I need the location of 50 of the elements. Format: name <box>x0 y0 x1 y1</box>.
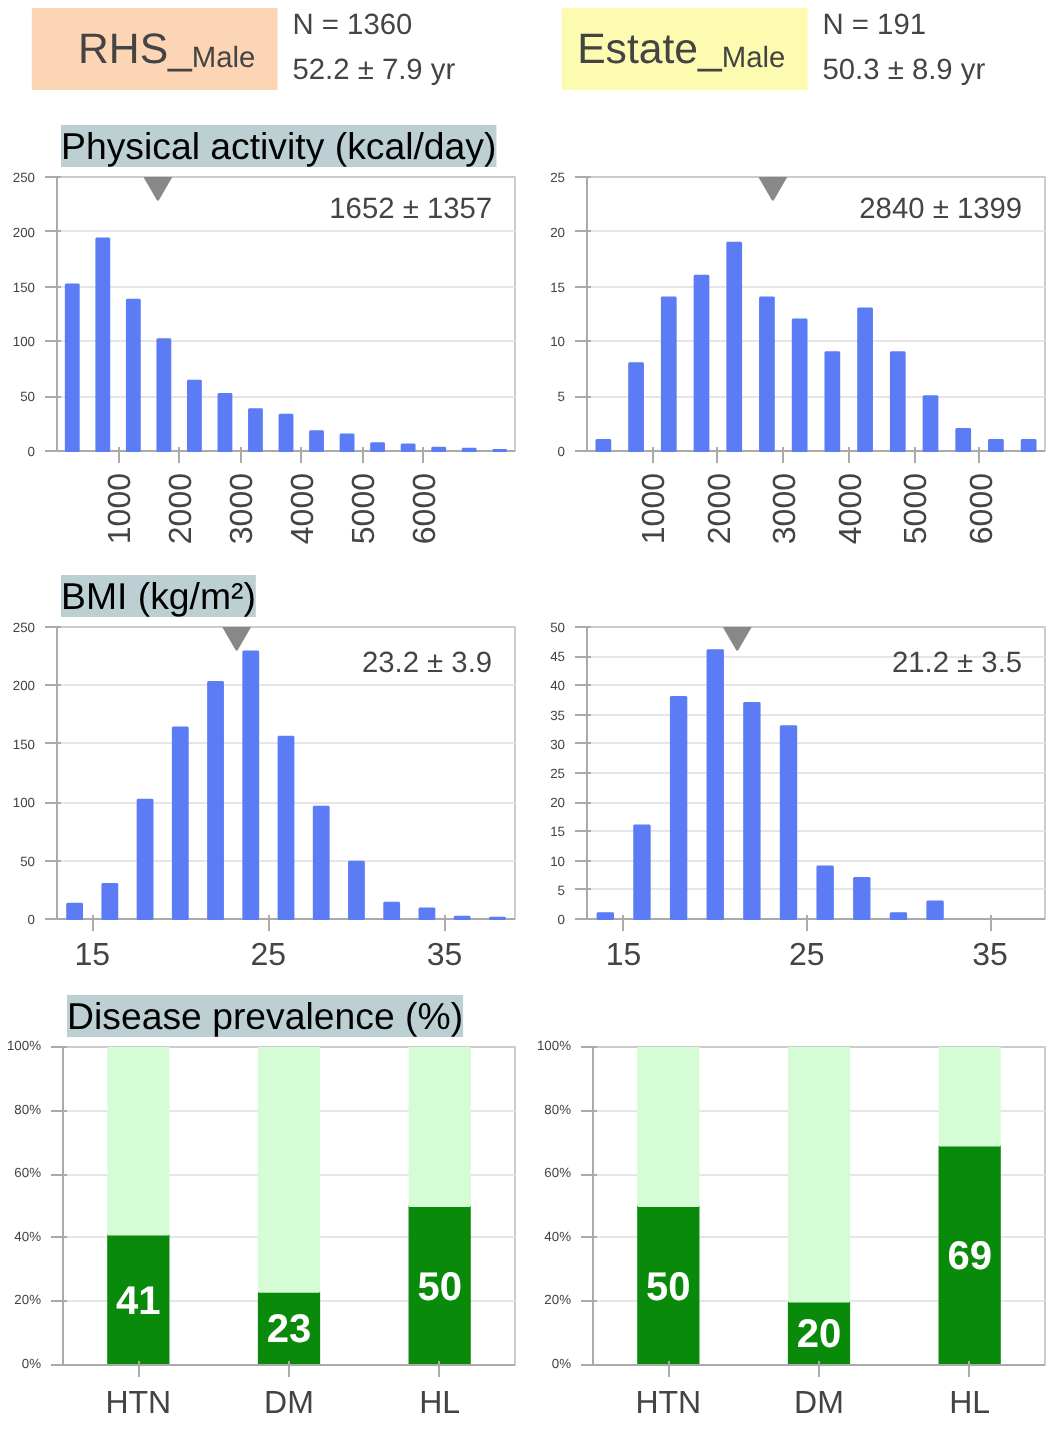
x-tick-label: 3000 <box>226 472 261 545</box>
x-tick-label: 6000 <box>965 472 1000 545</box>
bar <box>637 1205 700 1365</box>
data-label: 23 <box>266 1308 312 1353</box>
x-tick-label: HTN <box>105 1387 172 1421</box>
bar <box>637 1047 700 1207</box>
chart-title: Disease prevalence (%) <box>67 995 464 1037</box>
bar <box>938 1144 1001 1365</box>
x-tick-label: 5000 <box>900 472 935 545</box>
text: 50.3 ± 8.9 yr <box>822 55 986 87</box>
x-tick-label: 2000 <box>165 472 200 545</box>
annotation: 2840 ± 1399 <box>859 194 1023 227</box>
x-tick-label: HTN <box>635 1387 702 1421</box>
x-tick-label: 15 <box>605 939 642 973</box>
x-tick-label: DM <box>794 1387 844 1421</box>
data-label: 50 <box>646 1265 691 1310</box>
bar <box>938 1047 1001 1147</box>
chart-title: BMI (kg/m²) <box>61 575 256 617</box>
text: 52.2 ± 7.9 yr <box>292 55 456 87</box>
x-tick-label: 35 <box>972 939 1009 973</box>
x-tick-label: 2000 <box>703 472 738 545</box>
x-tick-label: 25 <box>250 939 287 973</box>
x-tick-label: 1000 <box>638 472 673 545</box>
annotation: 21.2 ± 3.5 <box>891 647 1023 680</box>
bar <box>257 1047 321 1293</box>
x-tick-label: 15 <box>74 939 111 973</box>
x-tick-label: 1000 <box>104 472 139 545</box>
bar <box>787 1047 851 1303</box>
bar <box>408 1205 471 1365</box>
data-label: 41 <box>116 1279 161 1324</box>
chart-title: Physical activity (kcal/day) <box>61 125 497 167</box>
text: N = 1360 <box>292 10 413 42</box>
bar <box>107 1047 170 1236</box>
annotation: 1652 ± 1357 <box>329 194 493 227</box>
x-tick-label: HL <box>949 1387 991 1421</box>
x-tick-label: 4000 <box>287 472 322 545</box>
x-tick-label: 35 <box>426 939 463 973</box>
x-tick-label: 4000 <box>834 472 869 545</box>
x-tick-label: 25 <box>789 939 825 973</box>
x-tick-label: 5000 <box>348 472 383 545</box>
data-label: 69 <box>947 1235 992 1280</box>
x-tick-label: 3000 <box>769 472 804 545</box>
x-tick-label: HL <box>419 1387 461 1421</box>
data-label: 20 <box>796 1313 842 1358</box>
annotation: 23.2 ± 3.9 <box>361 647 493 680</box>
x-tick-label: 6000 <box>409 472 444 545</box>
data-label: 50 <box>417 1265 462 1310</box>
bar <box>408 1047 471 1207</box>
text: N = 191 <box>822 10 926 42</box>
x-tick-label: DM <box>264 1387 314 1421</box>
